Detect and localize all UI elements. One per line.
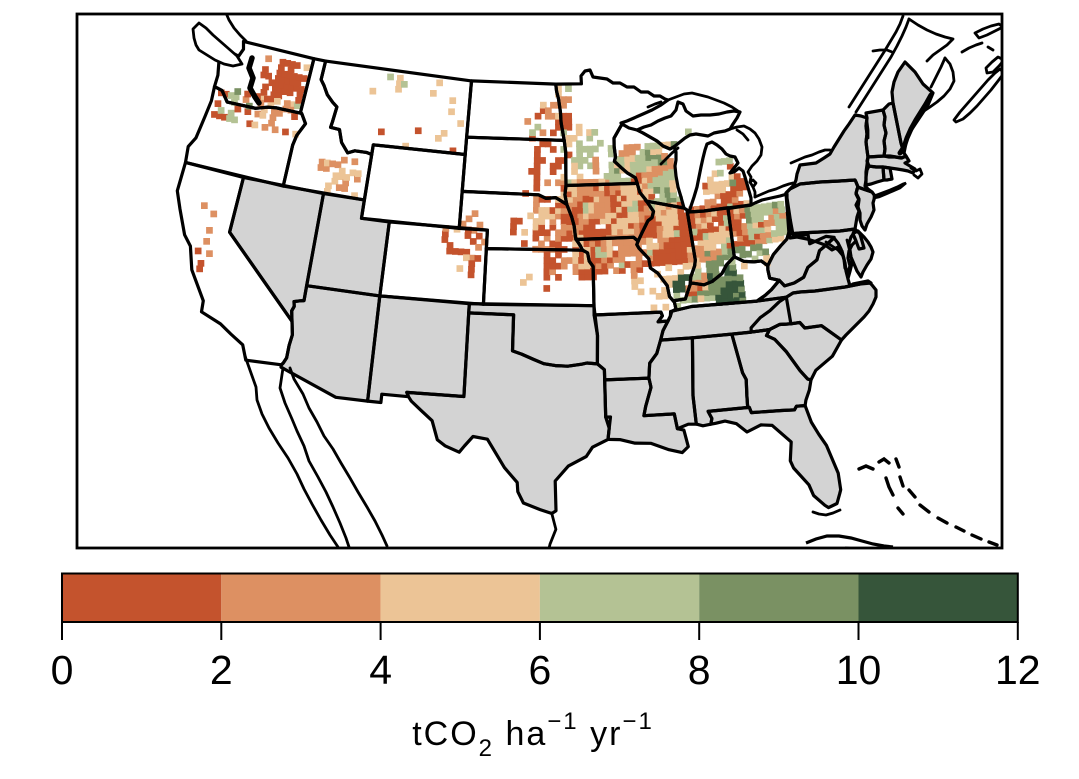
svg-text:10: 10 [836,647,882,693]
svg-text:4: 4 [369,647,392,693]
svg-text:2: 2 [210,647,233,693]
svg-text:0: 0 [51,647,74,693]
svg-text:6: 6 [528,647,551,693]
svg-text:12: 12 [995,647,1041,693]
svg-text:8: 8 [688,647,711,693]
